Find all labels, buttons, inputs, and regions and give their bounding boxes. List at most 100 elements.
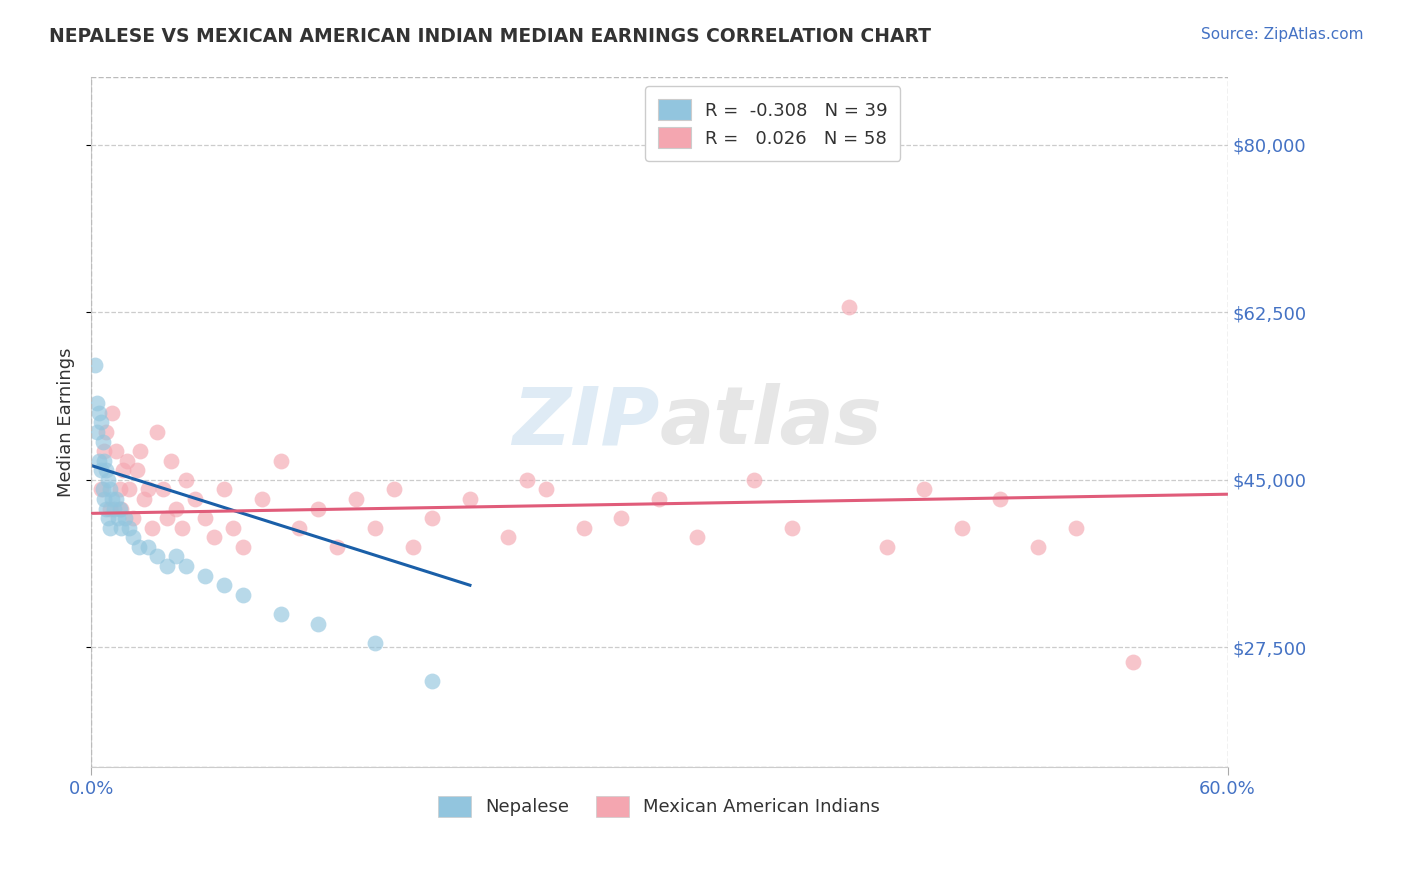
Point	[222, 521, 245, 535]
Point	[136, 540, 159, 554]
Point	[93, 453, 115, 467]
Point	[96, 425, 118, 439]
Point	[420, 511, 443, 525]
Point	[112, 463, 135, 477]
Point	[96, 501, 118, 516]
Point	[165, 501, 187, 516]
Point	[270, 453, 292, 467]
Point	[125, 463, 148, 477]
Point	[90, 415, 112, 429]
Point	[98, 501, 121, 516]
Point	[174, 559, 197, 574]
Point	[128, 540, 150, 554]
Point	[90, 483, 112, 497]
Point	[91, 434, 114, 449]
Point	[136, 483, 159, 497]
Point	[914, 483, 936, 497]
Point	[988, 491, 1011, 506]
Point	[146, 425, 169, 439]
Point	[780, 521, 803, 535]
Point	[648, 491, 671, 506]
Point	[270, 607, 292, 621]
Point	[364, 636, 387, 650]
Point	[232, 540, 254, 554]
Point	[104, 491, 127, 506]
Text: atlas: atlas	[659, 384, 882, 461]
Point	[134, 491, 156, 506]
Point	[118, 483, 141, 497]
Point	[194, 511, 217, 525]
Point	[115, 453, 138, 467]
Point	[129, 444, 152, 458]
Point	[96, 463, 118, 477]
Point	[114, 511, 136, 525]
Point	[1122, 655, 1144, 669]
Point	[838, 301, 860, 315]
Point	[458, 491, 481, 506]
Text: Source: ZipAtlas.com: Source: ZipAtlas.com	[1201, 27, 1364, 42]
Point	[121, 511, 143, 525]
Point	[86, 425, 108, 439]
Point	[110, 521, 132, 535]
Point	[108, 483, 131, 497]
Point	[90, 463, 112, 477]
Point	[107, 511, 129, 525]
Point	[146, 549, 169, 564]
Point	[382, 483, 405, 497]
Point	[307, 501, 329, 516]
Point	[250, 491, 273, 506]
Point	[212, 578, 235, 592]
Point	[326, 540, 349, 554]
Point	[194, 568, 217, 582]
Point	[141, 521, 163, 535]
Point	[307, 616, 329, 631]
Point	[108, 501, 131, 516]
Point	[97, 511, 120, 525]
Point	[97, 473, 120, 487]
Point	[93, 444, 115, 458]
Point	[165, 549, 187, 564]
Point	[93, 491, 115, 506]
Point	[101, 491, 124, 506]
Point	[91, 483, 114, 497]
Point	[496, 530, 519, 544]
Point	[420, 673, 443, 688]
Point	[174, 473, 197, 487]
Point	[86, 396, 108, 410]
Point	[170, 521, 193, 535]
Point	[516, 473, 538, 487]
Point	[87, 406, 110, 420]
Point	[121, 530, 143, 544]
Point	[232, 588, 254, 602]
Point	[212, 483, 235, 497]
Point	[84, 358, 107, 372]
Point	[118, 521, 141, 535]
Point	[288, 521, 311, 535]
Point	[742, 473, 765, 487]
Point	[98, 521, 121, 535]
Point	[104, 444, 127, 458]
Point	[950, 521, 973, 535]
Point	[156, 511, 179, 525]
Text: NEPALESE VS MEXICAN AMERICAN INDIAN MEDIAN EARNINGS CORRELATION CHART: NEPALESE VS MEXICAN AMERICAN INDIAN MEDI…	[49, 27, 931, 45]
Point	[364, 521, 387, 535]
Point	[1026, 540, 1049, 554]
Point	[184, 491, 207, 506]
Point	[534, 483, 557, 497]
Point	[156, 559, 179, 574]
Point	[876, 540, 898, 554]
Point	[402, 540, 425, 554]
Point	[159, 453, 181, 467]
Bar	[91, 78, 1227, 767]
Point	[610, 511, 633, 525]
Point	[110, 501, 132, 516]
Point	[98, 483, 121, 497]
Point	[1064, 521, 1087, 535]
Point	[103, 501, 125, 516]
Point	[344, 491, 367, 506]
Point	[686, 530, 709, 544]
Y-axis label: Median Earnings: Median Earnings	[58, 348, 75, 497]
Point	[152, 483, 174, 497]
Point	[572, 521, 595, 535]
Point	[101, 406, 124, 420]
